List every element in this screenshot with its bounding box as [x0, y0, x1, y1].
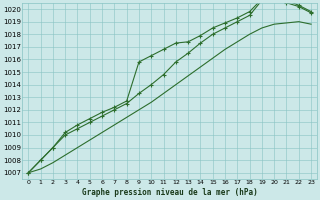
X-axis label: Graphe pression niveau de la mer (hPa): Graphe pression niveau de la mer (hPa)	[82, 188, 258, 197]
